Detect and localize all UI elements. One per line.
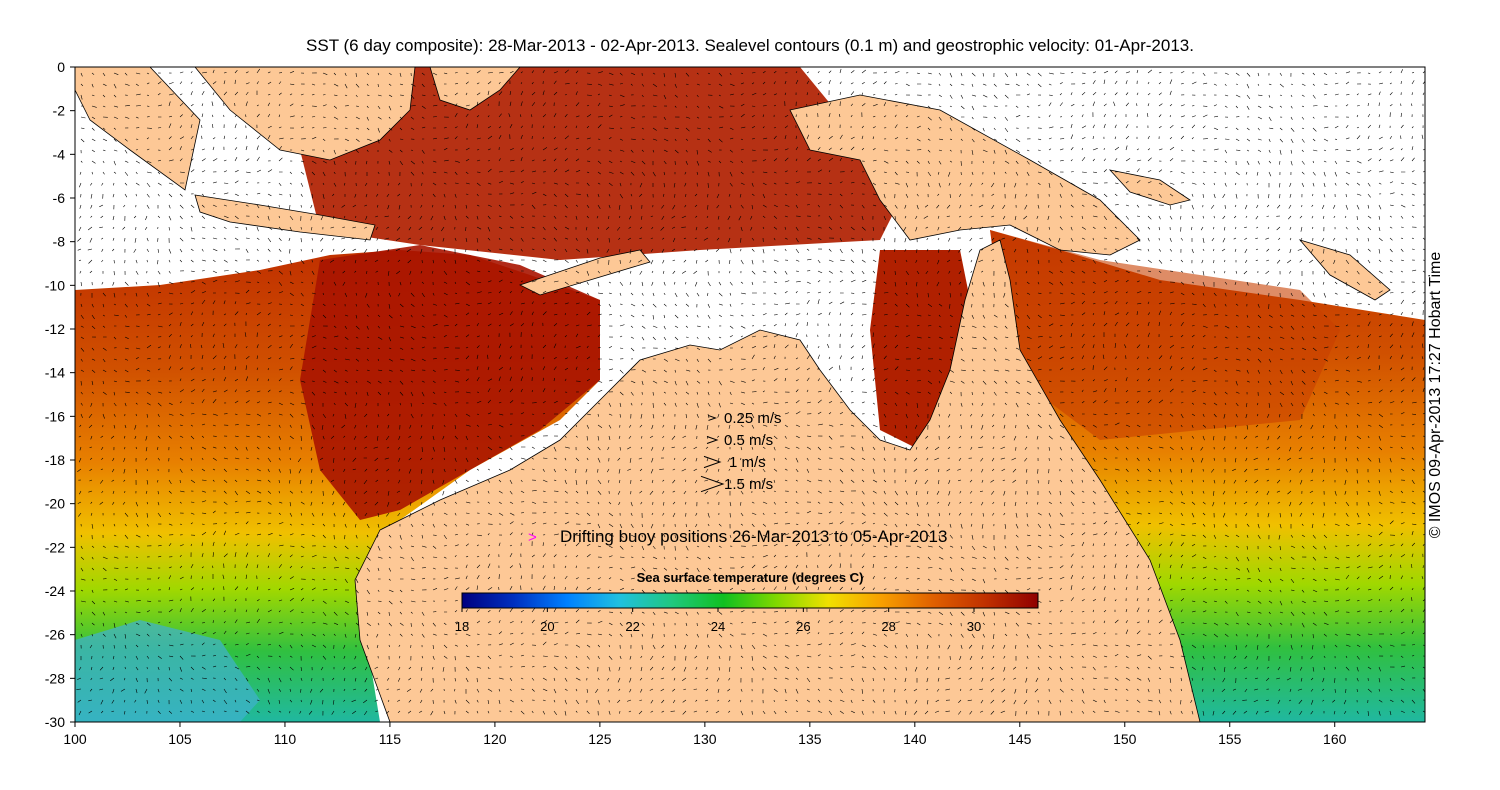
velocity-legend-arrow	[708, 415, 718, 421]
y-tick-label: -10	[45, 277, 65, 293]
colorbar: Sea surface temperature (degrees C) 18 20…	[455, 570, 1039, 634]
x-tick-label: 125	[588, 731, 612, 747]
x-axis: 100 105 110 115 120 125 130 135 140 145 150 155 160	[63, 722, 1347, 747]
y-tick-label: -18	[45, 452, 65, 468]
x-tick-label: 100	[63, 731, 87, 747]
x-tick-label: 115	[379, 731, 402, 747]
y-tick-label: -12	[45, 321, 65, 337]
x-tick-label: 145	[1008, 731, 1032, 747]
y-tick-label: -24	[45, 583, 65, 599]
colorbar-tick-label: 22	[625, 619, 639, 634]
x-tick-label: 105	[168, 731, 192, 747]
x-tick-label: 140	[903, 731, 927, 747]
x-tick-label: 120	[483, 731, 507, 747]
y-tick-label: -4	[53, 146, 66, 162]
new-guinea-land	[789, 94, 1141, 256]
velocity-legend-label: 1 m/s	[729, 454, 766, 471]
colorbar-tick-label: 24	[711, 619, 725, 634]
y-tick-label: -2	[53, 103, 66, 119]
y-tick-label: 0	[57, 59, 65, 75]
map-area	[75, 67, 1425, 722]
colorbar-tick-label: 20	[540, 619, 554, 634]
y-tick-label: -22	[45, 539, 65, 555]
colorbar-tick-label: 18	[455, 619, 469, 634]
velocity-legend-label: 0.25 m/s	[724, 410, 782, 427]
plot-frame	[74, 66, 1426, 723]
timor-land	[518, 249, 651, 296]
velocity-legend-arrow	[703, 455, 722, 469]
sst-north-warm	[280, 67, 900, 260]
y-tick-label: -8	[53, 234, 66, 250]
colorbar-tick-label: 30	[967, 619, 981, 634]
solomon-land	[1298, 239, 1391, 301]
buoy-legend: > Drifting buoy positions 26-Mar-2013 to…	[528, 527, 947, 546]
velocity-legend-label: 0.5 m/s	[724, 432, 773, 449]
borneo-land	[194, 67, 416, 161]
velocity-legend: 0.25 m/s 0.5 m/s 1 m/s 1.5 m/s	[700, 410, 782, 493]
buoy-legend-label: Drifting buoy positions 26-Mar-2013 to 0…	[560, 527, 947, 546]
colorbar-title: Sea surface temperature (degrees C)	[637, 570, 864, 585]
velocity-legend-label: 1.5 m/s	[724, 476, 773, 493]
sst-warm-core	[300, 245, 600, 520]
y-tick-label: -6	[53, 190, 66, 206]
x-tick-label: 135	[798, 731, 822, 747]
x-tick-label: 110	[274, 731, 297, 747]
colorbar-tick-label: 26	[796, 619, 810, 634]
velocity-arrows	[76, 68, 1425, 716]
y-tick-label: -26	[45, 627, 65, 643]
x-tick-label: 150	[1113, 731, 1137, 747]
java-land	[194, 194, 376, 241]
colorbar-ticks: 18 20 22 24 26 28 30	[455, 608, 981, 634]
colorbar-gradient	[461, 592, 1039, 609]
x-tick-label: 130	[693, 731, 717, 747]
y-axis: 0 -2 -4 -6 -8 -10 -12 -14 -16 -18 -20 -22 -24 -26 -28 -…	[45, 59, 75, 730]
sst-east-warm	[990, 230, 1340, 440]
sst-cool-zone	[75, 620, 260, 722]
x-tick-label: 155	[1218, 731, 1242, 747]
y-tick-label: -20	[45, 496, 65, 512]
sumatra-land	[75, 67, 201, 191]
y-tick-label: -14	[45, 365, 65, 381]
sulawesi-land	[429, 67, 521, 111]
colorbar-tick-label: 28	[881, 619, 895, 634]
map-title: SST (6 day composite): 28-Mar-2013 - 02-…	[306, 36, 1194, 55]
y-tick-label: -28	[45, 670, 65, 686]
velocity-arrow-field	[76, 68, 1425, 716]
new-britain-land	[1108, 169, 1191, 206]
credit-text: © IMOS 09-Apr-2013 17:27 Hobart Time	[1427, 251, 1444, 539]
y-tick-label: -30	[45, 714, 65, 730]
buoy-symbol: >	[528, 529, 537, 546]
velocity-legend-arrow	[706, 436, 719, 444]
x-tick-label: 160	[1323, 731, 1347, 747]
y-tick-label: -16	[45, 408, 65, 424]
sst-gulf	[870, 250, 970, 450]
velocity-legend-arrow	[700, 475, 725, 493]
